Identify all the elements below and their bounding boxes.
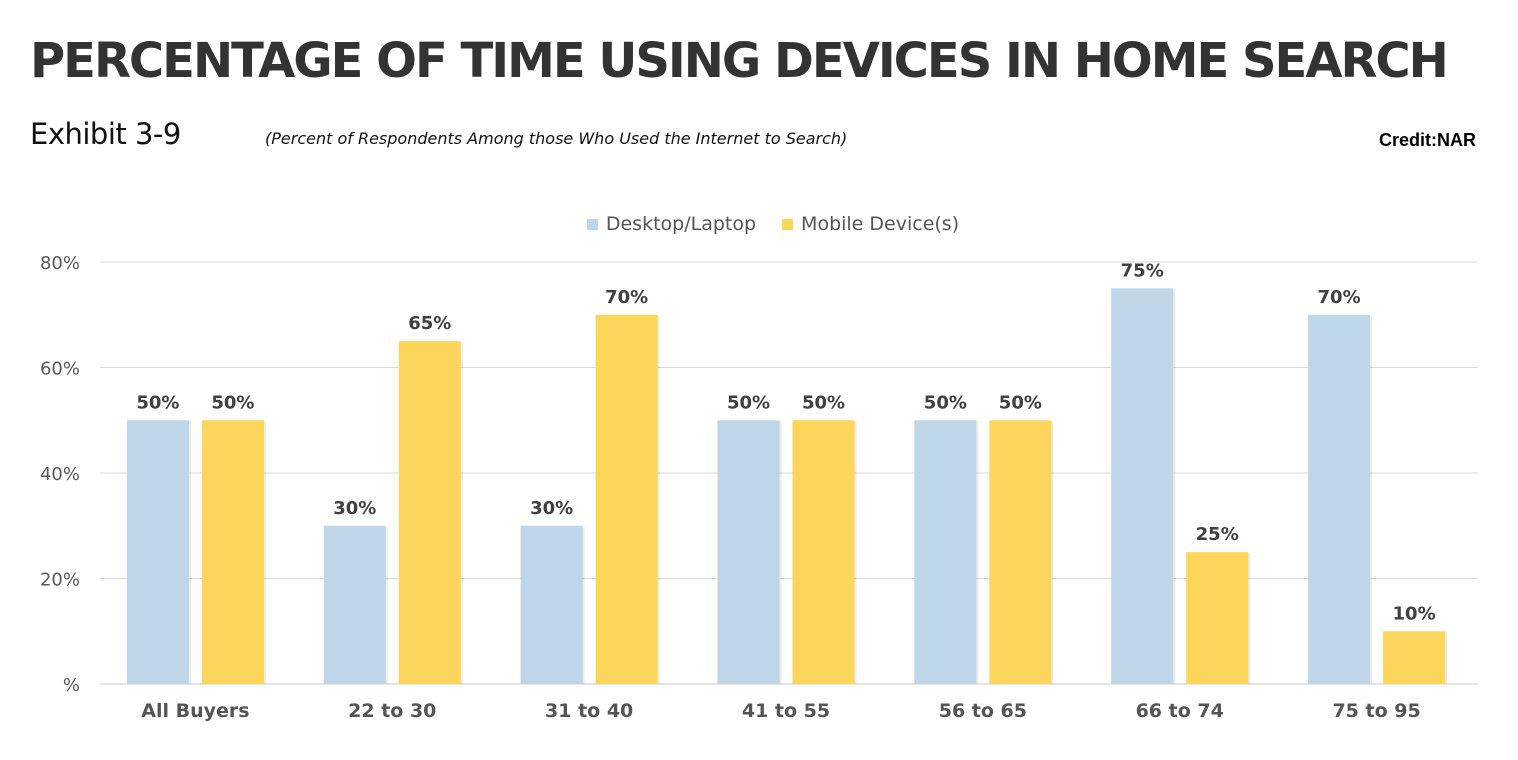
legend-label-mobile: Mobile Device(s): [801, 213, 960, 235]
y-tick-label: %: [63, 675, 80, 696]
x-tick-label: 75 to 95: [1332, 700, 1420, 722]
legend-swatch-desktop: [586, 218, 598, 230]
data-label: 50%: [924, 392, 967, 413]
bar-mobile: [989, 420, 1052, 684]
data-label: 50%: [727, 392, 770, 413]
y-tick-label: 40%: [40, 464, 80, 485]
bar-mobile: [792, 420, 855, 684]
bar-mobile: [398, 341, 461, 684]
y-tick-label: 60%: [40, 359, 80, 380]
bar-mobile: [595, 314, 658, 684]
credit-label: Credit:NAR: [1379, 130, 1476, 150]
x-tick-label: 31 to 40: [545, 700, 633, 722]
x-tick-label: 56 to 65: [939, 700, 1027, 722]
legend-item-desktop: Desktop/Laptop: [586, 213, 757, 235]
data-label: 50%: [136, 392, 179, 413]
data-label: 25%: [1196, 524, 1239, 545]
y-tick-label: 20%: [40, 570, 80, 591]
data-label: 30%: [333, 498, 376, 519]
page-title: PERCENTAGE OF TIME USING DEVICES IN HOME…: [30, 33, 1449, 89]
legend-swatch-mobile: [782, 218, 794, 230]
x-tick-label: 22 to 30: [348, 700, 436, 722]
bar-mobile: [1383, 631, 1446, 684]
exhibit-label: Exhibit 3-9: [30, 117, 181, 151]
data-label: 10%: [1393, 603, 1436, 624]
data-label: 50%: [999, 392, 1042, 413]
legend-item-mobile: Mobile Device(s): [782, 213, 959, 235]
x-tick-label: All Buyers: [141, 700, 249, 722]
x-tick-label: 41 to 55: [742, 700, 830, 722]
chart-subtitle: (Percent of Respondents Among those Who …: [265, 129, 848, 148]
chart-legend: Desktop/Laptop Mobile Device(s): [0, 213, 1518, 235]
data-label: 70%: [1318, 287, 1361, 308]
data-label: 65%: [408, 313, 451, 334]
y-tick-label: 80%: [40, 253, 80, 274]
bar-desktop: [126, 420, 189, 684]
bar-desktop: [1308, 314, 1371, 684]
data-label: 70%: [605, 287, 648, 308]
legend-label-desktop: Desktop/Laptop: [605, 213, 757, 235]
bar-desktop: [323, 525, 386, 684]
data-label: 50%: [802, 392, 845, 413]
bar-mobile: [201, 420, 264, 684]
bar-desktop: [717, 420, 780, 684]
data-label: 75%: [1121, 260, 1164, 281]
data-label: 50%: [211, 392, 254, 413]
bar-desktop: [1111, 288, 1174, 684]
bar-desktop: [914, 420, 977, 684]
bar-mobile: [1186, 552, 1249, 684]
data-label: 30%: [530, 498, 573, 519]
x-tick-label: 66 to 74: [1136, 700, 1224, 722]
bar-desktop: [520, 525, 583, 684]
